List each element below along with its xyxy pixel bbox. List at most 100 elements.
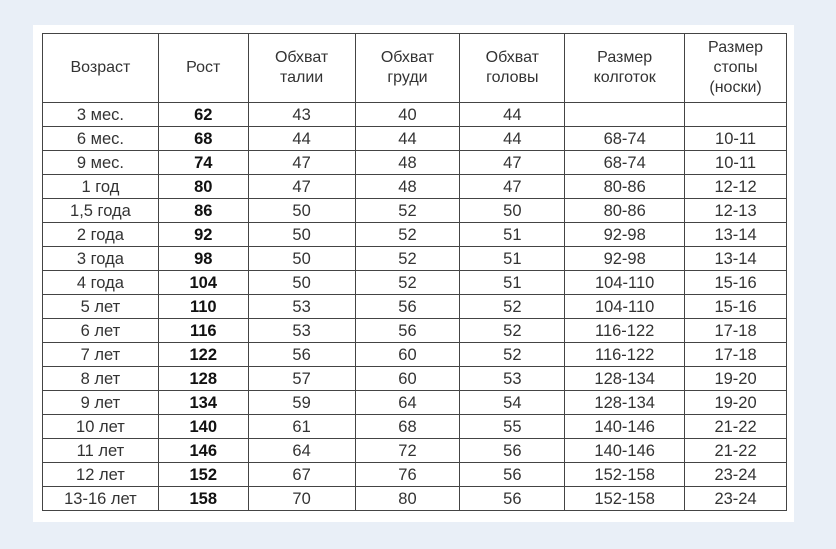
cell-age: 3 мес.	[42, 102, 159, 127]
cell-head: 52	[459, 318, 566, 343]
cell-foot-size: 15-16	[684, 294, 787, 319]
cell-tights-size: 128-134	[564, 366, 686, 391]
cell-tights-size: 104-110	[564, 294, 686, 319]
cell-age: 10 лет	[42, 414, 159, 439]
cell-tights-size: 68-74	[564, 126, 686, 151]
cell-tights-size: 92-98	[564, 222, 686, 247]
cell-foot-size: 23-24	[684, 486, 787, 511]
cell-head: 56	[459, 486, 566, 511]
cell-chest: 68	[354, 414, 461, 439]
cell-chest: 56	[354, 294, 461, 319]
table-row: 10 лет 140 61 68 55 140-146 21-22	[42, 414, 787, 439]
cell-tights-size: 68-74	[564, 150, 686, 175]
cell-waist: 61	[247, 414, 356, 439]
cell-chest: 52	[354, 198, 461, 223]
cell-chest: 60	[354, 342, 461, 367]
cell-chest: 48	[354, 150, 461, 175]
cell-height: 74	[157, 150, 249, 175]
content-panel: Возраст Рост Обхват талии Обхват груди Обхва…	[33, 25, 794, 522]
table-row: 1 год 80 47 48 47 80-86 12-12	[42, 174, 787, 199]
cell-chest: 64	[354, 390, 461, 415]
table-row: 13-16 лет 158 70 80 56 152-158 23-24	[42, 486, 787, 511]
cell-foot-size: 13-14	[684, 246, 787, 271]
cell-foot-size: 13-14	[684, 222, 787, 247]
header-row: Возраст Рост Обхват талии Обхват груди Обхва…	[42, 33, 787, 103]
cell-chest: 80	[354, 486, 461, 511]
header-tights-size: Размер колготок	[564, 33, 686, 103]
table-row: 7 лет 122 56 60 52 116-122 17-18	[42, 342, 787, 367]
header-waist: Обхват талии	[247, 33, 356, 103]
cell-foot-size: 10-11	[684, 150, 787, 175]
cell-foot-size: 17-18	[684, 318, 787, 343]
cell-waist: 67	[247, 462, 356, 487]
cell-height: 116	[157, 318, 249, 343]
cell-head: 55	[459, 414, 566, 439]
table-row: 11 лет 146 64 72 56 140-146 21-22	[42, 438, 787, 463]
cell-head: 51	[459, 246, 566, 271]
table-row: 12 лет 152 67 76 56 152-158 23-24	[42, 462, 787, 487]
cell-height: 110	[157, 294, 249, 319]
cell-height: 104	[157, 270, 249, 295]
cell-waist: 50	[247, 198, 356, 223]
cell-foot-size: 21-22	[684, 414, 787, 439]
cell-height: 92	[157, 222, 249, 247]
cell-waist: 50	[247, 270, 356, 295]
size-table: Возраст Рост Обхват талии Обхват груди Обхва…	[42, 33, 787, 511]
cell-tights-size: 140-146	[564, 414, 686, 439]
cell-age: 13-16 лет	[42, 486, 159, 511]
cell-chest: 76	[354, 462, 461, 487]
cell-tights-size: 128-134	[564, 390, 686, 415]
cell-age: 12 лет	[42, 462, 159, 487]
table-row: 2 года 92 50 52 51 92-98 13-14	[42, 222, 787, 247]
cell-height: 68	[157, 126, 249, 151]
cell-tights-size: 80-86	[564, 174, 686, 199]
cell-foot-size: 10-11	[684, 126, 787, 151]
cell-head: 50	[459, 198, 566, 223]
cell-tights-size: 92-98	[564, 246, 686, 271]
cell-head: 53	[459, 366, 566, 391]
cell-age: 1,5 года	[42, 198, 159, 223]
cell-foot-size: 19-20	[684, 366, 787, 391]
cell-chest: 40	[354, 102, 461, 127]
cell-foot-size	[684, 102, 787, 127]
cell-head: 52	[459, 342, 566, 367]
cell-height: 140	[157, 414, 249, 439]
cell-waist: 44	[247, 126, 356, 151]
table-row: 8 лет 128 57 60 53 128-134 19-20	[42, 366, 787, 391]
cell-head: 52	[459, 294, 566, 319]
cell-foot-size: 15-16	[684, 270, 787, 295]
cell-head: 51	[459, 222, 566, 247]
table-row: 9 мес. 74 47 48 47 68-74 10-11	[42, 150, 787, 175]
cell-height: 98	[157, 246, 249, 271]
cell-age: 3 года	[42, 246, 159, 271]
cell-head: 56	[459, 438, 566, 463]
cell-chest: 52	[354, 270, 461, 295]
table-row: 6 мес. 68 44 44 44 68-74 10-11	[42, 126, 787, 151]
cell-chest: 52	[354, 246, 461, 271]
cell-waist: 47	[247, 150, 356, 175]
cell-head: 47	[459, 150, 566, 175]
cell-height: 134	[157, 390, 249, 415]
header-head: Обхват головы	[459, 33, 566, 103]
cell-waist: 59	[247, 390, 356, 415]
cell-age: 6 лет	[42, 318, 159, 343]
cell-head: 56	[459, 462, 566, 487]
cell-tights-size: 80-86	[564, 198, 686, 223]
table-row: 3 года 98 50 52 51 92-98 13-14	[42, 246, 787, 271]
cell-tights-size: 116-122	[564, 318, 686, 343]
cell-height: 152	[157, 462, 249, 487]
cell-age: 4 года	[42, 270, 159, 295]
table-row: 3 мес. 62 43 40 44	[42, 102, 787, 127]
cell-waist: 64	[247, 438, 356, 463]
header-age: Возраст	[42, 33, 159, 103]
cell-waist: 53	[247, 294, 356, 319]
cell-foot-size: 21-22	[684, 438, 787, 463]
table-row: 9 лет 134 59 64 54 128-134 19-20	[42, 390, 787, 415]
table-row: 6 лет 116 53 56 52 116-122 17-18	[42, 318, 787, 343]
cell-chest: 44	[354, 126, 461, 151]
cell-age: 6 мес.	[42, 126, 159, 151]
cell-age: 8 лет	[42, 366, 159, 391]
cell-tights-size: 116-122	[564, 342, 686, 367]
cell-waist: 47	[247, 174, 356, 199]
cell-age: 9 лет	[42, 390, 159, 415]
